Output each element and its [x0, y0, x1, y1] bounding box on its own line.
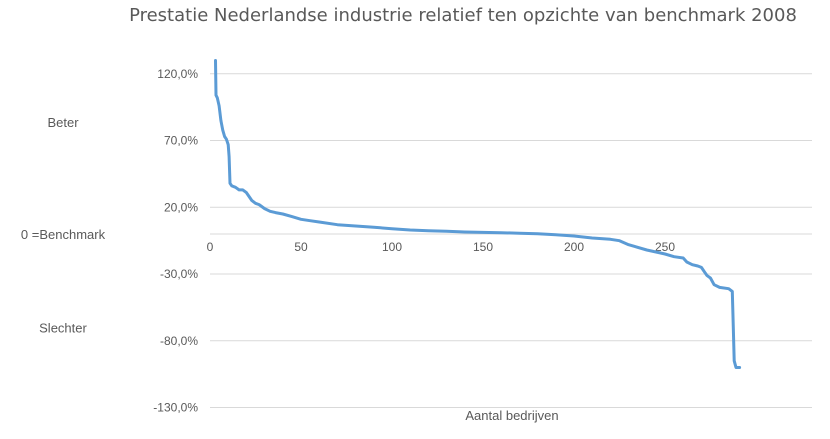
series-line-0: [214, 59, 742, 369]
side-label: Beter: [47, 115, 79, 130]
x-tick-label: 250: [655, 240, 675, 254]
series-layer: [214, 59, 742, 369]
x-tick-label: 100: [382, 240, 402, 254]
side-label: Slechter: [39, 320, 87, 335]
x-tick-label: 150: [473, 240, 493, 254]
y-tick-label: -130,0%: [153, 401, 198, 415]
x-tick-label: 0: [207, 240, 214, 254]
y-tick-label: -30,0%: [160, 267, 198, 281]
y-tick-label: 70,0%: [164, 134, 198, 148]
x-tick-labels: 0 50 100 150 200 250: [207, 240, 676, 254]
side-labels: Beter 0 =Benchmark Slechter: [21, 115, 106, 336]
side-label: 0 =Benchmark: [21, 227, 106, 242]
y-tick-labels: 120,0% 70,0% 20,0% -30,0% -80,0% -130,0%: [153, 67, 198, 415]
x-tick-label: 50: [294, 240, 308, 254]
x-axis-title: Aantal bedrijven: [465, 408, 558, 423]
y-tick-label: -80,0%: [160, 334, 198, 348]
x-tick-label: 200: [564, 240, 584, 254]
y-tick-label: 120,0%: [157, 67, 198, 81]
y-tick-label: 20,0%: [164, 200, 198, 214]
gridlines: [210, 73, 812, 409]
chart-title: Prestatie Nederlandse industrie relatief…: [129, 5, 797, 26]
